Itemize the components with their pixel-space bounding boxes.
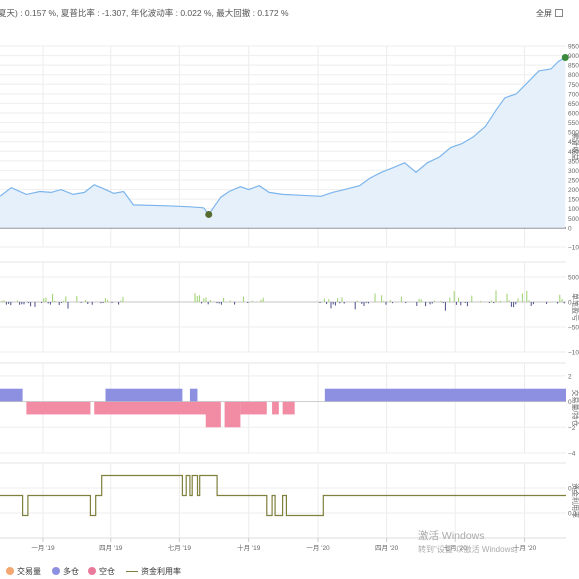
y-tick-label-pnl-1: −500 bbox=[568, 325, 579, 332]
x-tick-label-0: 一月 '19 bbox=[31, 544, 55, 552]
legend-label-long: 多仓 bbox=[63, 567, 79, 576]
y-tick-label-position-1: −2 bbox=[568, 425, 576, 432]
fullscreen-button[interactable]: 全屏 bbox=[536, 8, 563, 19]
y-tick-label-equity-10: 4500 bbox=[568, 139, 579, 146]
long-position-block-2 bbox=[189, 388, 198, 402]
y-tick-label-equity-6: 2500 bbox=[568, 178, 579, 185]
y-tick-label-pnl-2: 0 bbox=[568, 300, 572, 307]
y-tick-label-equity-19: 9000 bbox=[568, 53, 579, 60]
y-tick-label-equity-3: 1000 bbox=[568, 206, 579, 213]
chart-legend: 交易量 多仓 空仓 资金利用率 bbox=[0, 565, 579, 579]
short-position-block-0 bbox=[26, 401, 91, 415]
y-tick-label-equity-11: 5000 bbox=[568, 130, 579, 137]
y-tick-label-equity-20: 9500 bbox=[568, 44, 579, 51]
y-tick-label-equity-0: −1000 bbox=[568, 245, 579, 252]
short-position-block-3 bbox=[224, 401, 241, 428]
x-tick-label-5: 四月 '20 bbox=[375, 544, 399, 552]
fullscreen-label: 全屏 bbox=[536, 9, 552, 18]
short-position-block-5 bbox=[272, 401, 279, 415]
y-tick-label-equity-18: 8500 bbox=[568, 63, 579, 70]
y-tick-label-equity-9: 4000 bbox=[568, 149, 579, 156]
equity-marker-start bbox=[205, 210, 213, 218]
long-position-block-1 bbox=[105, 388, 183, 402]
legend-label-short: 空仓 bbox=[99, 567, 115, 576]
y-axis-title-equity: 累计收益 bbox=[571, 133, 579, 161]
y-tick-label-position-2: 0 bbox=[568, 399, 572, 406]
equity-area-fill bbox=[0, 57, 566, 228]
equity-line bbox=[0, 56, 566, 216]
legend-dot-volume bbox=[6, 567, 14, 575]
watermark-subtitle: 转到"设置"以激活 Windows。 bbox=[418, 545, 523, 554]
y-tick-label-equity-13: 6000 bbox=[568, 111, 579, 118]
y-tick-label-equity-8: 3500 bbox=[568, 158, 579, 165]
y-tick-label-equity-7: 3000 bbox=[568, 168, 579, 175]
y-tick-label-equity-17: 8000 bbox=[568, 72, 579, 79]
legend-dot-short bbox=[88, 567, 96, 575]
legend-label-utilization: 资金利用率 bbox=[141, 567, 181, 576]
windows-activation-watermark: 激活 Windows 转到"设置"以激活 Windows。 bbox=[418, 530, 522, 556]
watermark-title: 激活 Windows bbox=[418, 530, 485, 542]
utilization-line bbox=[0, 474, 566, 517]
y-axis-title-utilization: 资金利用率 bbox=[571, 483, 579, 518]
y-axis-title-position: 交易量/持仓 bbox=[571, 390, 579, 427]
short-position-block-1 bbox=[94, 401, 218, 415]
x-tick-label-3: 十月 '19 bbox=[237, 543, 261, 552]
y-tick-label-equity-12: 5500 bbox=[568, 120, 579, 127]
y-tick-label-equity-4: 1500 bbox=[568, 197, 579, 204]
long-position-block-0 bbox=[0, 388, 23, 402]
legend-item-long[interactable]: 多仓 bbox=[52, 566, 79, 577]
y-axis-title-pnl: 单笔盈亏 bbox=[571, 293, 579, 321]
y-tick-label-position-3: 2 bbox=[568, 373, 572, 380]
y-tick-label-equity-5: 2000 bbox=[568, 187, 579, 194]
y-tick-label-position-0: −4 bbox=[568, 451, 576, 458]
x-tick-label-1: 四月 '19 bbox=[99, 544, 123, 552]
y-tick-label-equity-14: 6500 bbox=[568, 101, 579, 108]
x-tick-label-2: 七月 '19 bbox=[168, 543, 192, 552]
long-position-block-3 bbox=[324, 388, 566, 402]
performance-stats-text: 夏天) : 0.157 %, 夏普比率 : -1.307, 年化波动率 : 0.… bbox=[0, 8, 289, 18]
y-tick-label-equity-15: 7000 bbox=[568, 91, 579, 98]
y-tick-label-pnl-3: 500 bbox=[568, 275, 579, 282]
y-tick-label-equity-1: 0 bbox=[568, 225, 572, 232]
equity-marker-end bbox=[561, 53, 569, 61]
y-tick-label-utilization-1: 0.2 bbox=[568, 486, 577, 493]
x-tick-label-6: 七月 '20 bbox=[444, 543, 468, 552]
short-position-block-2 bbox=[205, 401, 221, 428]
legend-item-volume[interactable]: 交易量 bbox=[6, 566, 41, 577]
legend-line-utilization bbox=[126, 571, 138, 572]
x-tick-label-7: 十月 '20 bbox=[513, 543, 537, 552]
short-position-block-4 bbox=[240, 401, 267, 415]
y-tick-label-equity-2: 500 bbox=[568, 216, 579, 223]
x-tick-label-4: 一月 '20 bbox=[306, 544, 330, 552]
legend-dot-long bbox=[52, 567, 60, 575]
y-tick-label-equity-16: 7500 bbox=[568, 82, 579, 89]
y-tick-label-utilization-0: 0.1 bbox=[568, 511, 577, 518]
legend-label-volume: 交易量 bbox=[17, 567, 41, 576]
stats-header: 夏天) : 0.157 %, 夏普比率 : -1.307, 年化波动率 : 0.… bbox=[0, 0, 579, 24]
short-position-block-6 bbox=[282, 401, 295, 415]
fullscreen-icon bbox=[555, 9, 563, 17]
legend-item-utilization[interactable]: 资金利用率 bbox=[126, 566, 181, 577]
legend-item-short[interactable]: 空仓 bbox=[88, 566, 115, 577]
y-tick-label-pnl-0: −1000 bbox=[568, 350, 579, 357]
